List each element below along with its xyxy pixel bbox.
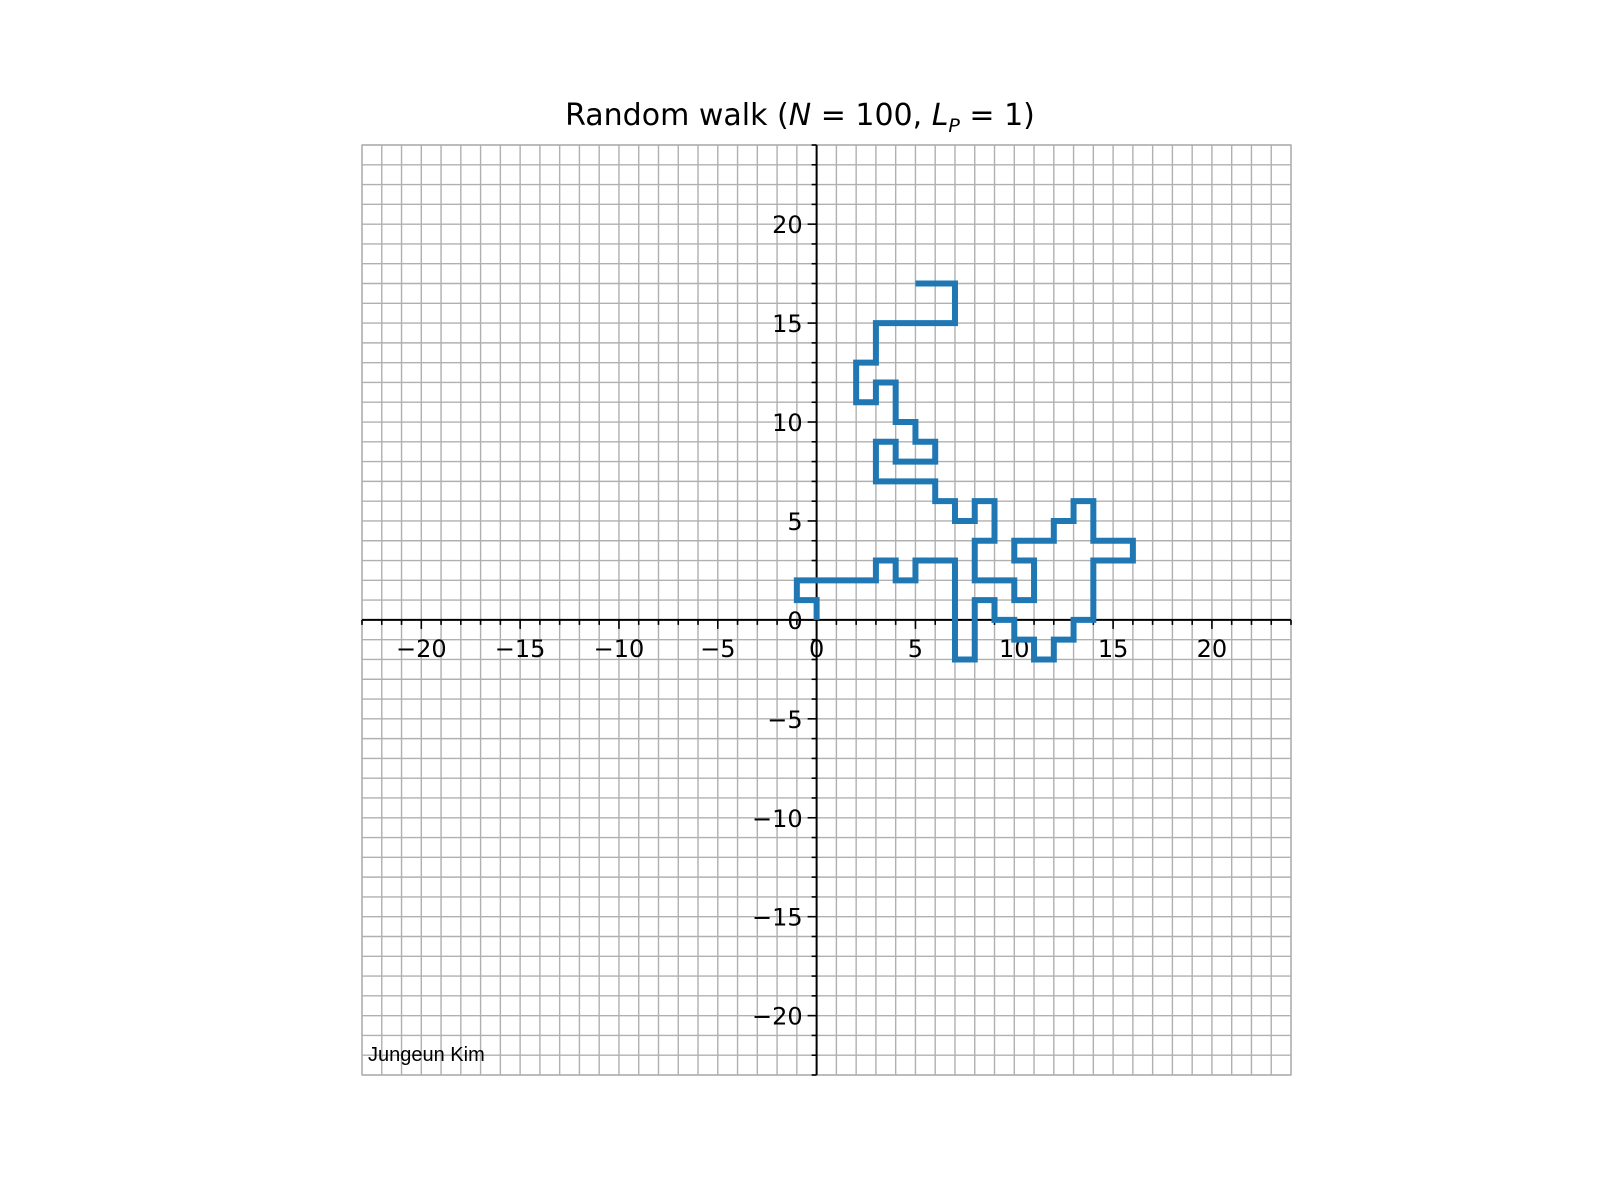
x-tick-label: −5 <box>700 635 735 663</box>
series <box>793 280 1136 663</box>
x-tick-label: 20 <box>1197 635 1228 663</box>
random-walk-path <box>793 280 1136 663</box>
y-tick-label: −5 <box>767 706 802 734</box>
y-tick-label: −20 <box>752 1003 803 1031</box>
x-tick-label: −10 <box>594 635 645 663</box>
y-tick-label: 20 <box>772 211 803 239</box>
y-tick-label: 15 <box>772 310 803 338</box>
y-tick-label: 0 <box>787 607 802 635</box>
grid-border <box>361 144 1292 1076</box>
y-tick-label: −10 <box>752 805 803 833</box>
x-tick-label: 15 <box>1098 635 1129 663</box>
chart-title: Random walk (N = 100, LP = 1) <box>565 98 1035 137</box>
x-tick-label: −15 <box>495 635 546 663</box>
tick-marks <box>361 144 1292 1076</box>
y-tick-label: 5 <box>787 508 802 536</box>
y-tick-label: 10 <box>772 409 803 437</box>
x-tick-label: −20 <box>396 635 447 663</box>
x-tick-label: 5 <box>908 635 923 663</box>
y-tick-label: −15 <box>752 904 803 932</box>
x-tick-label: 0 <box>809 635 824 663</box>
author-credit: Jungeun Kim <box>368 1044 485 1066</box>
